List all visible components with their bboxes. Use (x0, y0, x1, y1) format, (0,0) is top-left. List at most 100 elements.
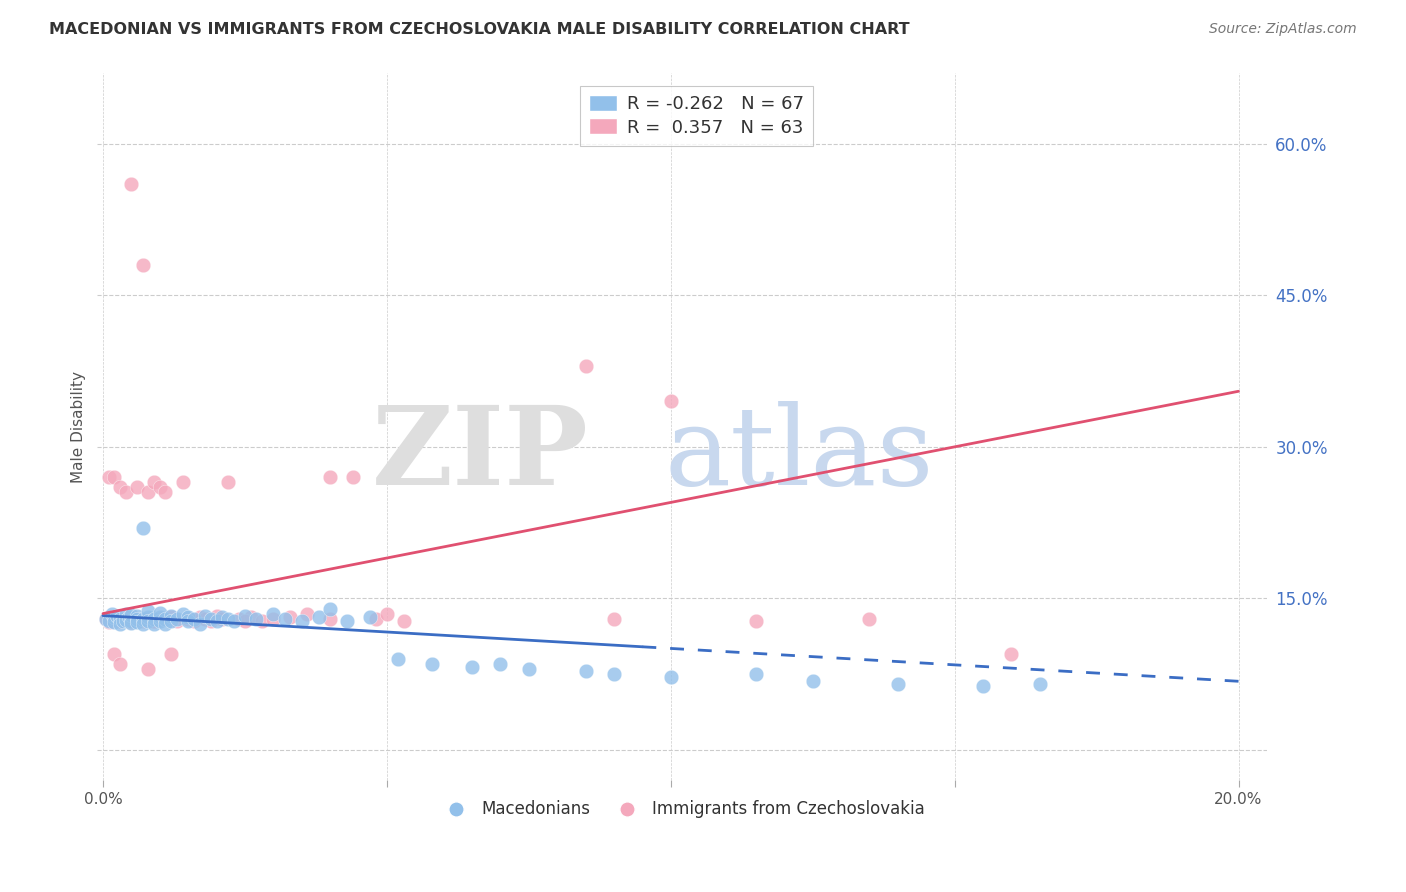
Point (100, 614, 122, 628)
Point (114, 607, 136, 621)
Point (745, 667, 768, 681)
Point (138, 603, 160, 617)
Point (319, 470, 342, 484)
Point (103, 609, 125, 624)
Point (127, 612, 149, 626)
Point (603, 612, 626, 626)
Point (149, 614, 172, 628)
Point (172, 607, 194, 621)
Point (97, 470, 120, 484)
Point (155, 616, 177, 631)
Point (138, 614, 160, 628)
Point (177, 612, 200, 626)
Point (233, 608, 256, 623)
Point (245, 612, 267, 626)
Point (120, 615, 142, 630)
Point (177, 614, 200, 628)
Point (143, 614, 166, 628)
Point (297, 607, 319, 621)
Point (228, 612, 250, 626)
Point (183, 614, 205, 628)
Point (211, 612, 233, 626)
Point (188, 616, 211, 631)
Point (108, 614, 131, 628)
Point (972, 679, 994, 693)
Point (114, 612, 136, 626)
Point (108, 480, 131, 494)
Point (132, 521, 155, 535)
Point (94, 612, 117, 626)
Point (132, 612, 155, 626)
Point (342, 470, 364, 484)
Point (105, 608, 128, 623)
Point (108, 657, 131, 672)
Point (575, 664, 598, 678)
Point (143, 612, 166, 626)
Point (111, 614, 134, 628)
Point (94, 612, 117, 626)
Point (97, 615, 120, 629)
Point (205, 608, 228, 623)
Point (132, 616, 155, 631)
Point (308, 609, 330, 624)
Point (801, 674, 824, 689)
Point (160, 608, 183, 623)
Point (149, 612, 172, 626)
Point (120, 614, 142, 628)
Point (155, 485, 177, 500)
Point (387, 652, 409, 666)
Point (194, 608, 217, 623)
Point (359, 609, 381, 624)
Point (858, 612, 880, 626)
Point (489, 657, 512, 672)
Point (114, 613, 136, 627)
Point (103, 470, 125, 484)
Legend: Macedonians, Immigrants from Czechoslovakia: Macedonians, Immigrants from Czechoslova… (433, 794, 931, 825)
Point (280, 609, 302, 624)
Point (239, 609, 262, 624)
Point (103, 615, 125, 629)
Point (114, 485, 136, 500)
Point (149, 480, 172, 494)
Point (120, 615, 142, 629)
Point (177, 609, 200, 624)
Point (659, 670, 682, 684)
Point (183, 612, 205, 626)
Point (143, 614, 166, 628)
Point (160, 647, 183, 661)
Point (319, 612, 342, 626)
Point (120, 607, 142, 622)
Point (103, 612, 125, 626)
Point (194, 612, 217, 626)
Point (97, 614, 120, 628)
Point (108, 614, 131, 628)
Point (222, 614, 245, 628)
Point (127, 615, 149, 629)
Point (200, 612, 222, 626)
Point (517, 662, 540, 676)
Text: atlas: atlas (664, 401, 934, 508)
Point (143, 475, 166, 490)
Point (149, 609, 172, 624)
Text: Source: ZipAtlas.com: Source: ZipAtlas.com (1209, 22, 1357, 37)
Point (1029, 677, 1052, 691)
Point (120, 614, 142, 628)
Text: ZIP: ZIP (371, 401, 589, 508)
Point (319, 601, 342, 615)
Point (233, 614, 256, 628)
Point (217, 475, 239, 490)
Point (205, 614, 228, 628)
Point (117, 609, 139, 624)
Point (138, 612, 160, 626)
Point (217, 612, 239, 626)
Point (103, 647, 125, 661)
Point (659, 394, 682, 409)
Point (887, 677, 910, 691)
Point (143, 616, 166, 631)
Point (262, 607, 284, 621)
Point (262, 612, 284, 626)
Point (392, 614, 415, 628)
Point (291, 614, 314, 628)
Point (188, 609, 211, 624)
Point (138, 662, 160, 676)
